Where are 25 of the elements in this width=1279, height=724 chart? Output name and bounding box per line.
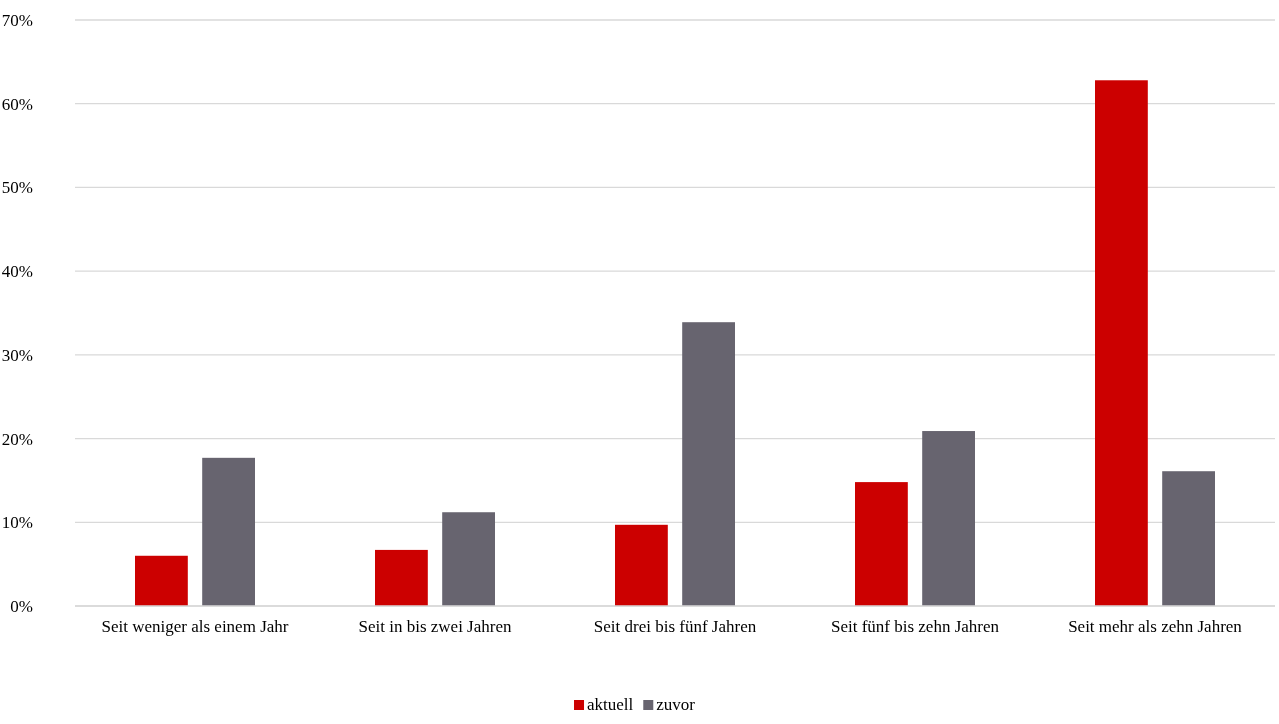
x-tick-label: Seit weniger als einem Jahr	[101, 617, 289, 636]
bar	[922, 431, 975, 606]
x-tick-label: Seit drei bis fünf Jahren	[593, 617, 757, 636]
y-tick-label: 0%	[10, 596, 33, 616]
bar	[1162, 471, 1215, 606]
bar	[135, 555, 188, 606]
bar	[442, 512, 495, 606]
y-tick-label: 60%	[1, 94, 33, 114]
y-tick-label: 50%	[1, 178, 33, 198]
x-tick-label: Seit fünf bis zehn Jahren	[830, 617, 1000, 636]
legend-label: zuvor	[656, 695, 696, 714]
y-tick-label: 20%	[1, 429, 33, 449]
y-tick-label: 40%	[1, 262, 33, 282]
bar	[202, 457, 255, 606]
bar	[615, 524, 668, 606]
bar	[375, 549, 428, 606]
legend-label: aktuell	[587, 695, 634, 714]
y-tick-label: 30%	[1, 345, 33, 365]
bar	[855, 482, 908, 606]
bar	[682, 322, 735, 606]
bar	[1095, 80, 1148, 606]
x-tick-label: Seit in bis zwei Jahren	[358, 617, 512, 636]
y-tick-label: 10%	[1, 513, 33, 533]
x-tick-label: Seit mehr als zehn Jahren	[1068, 617, 1243, 636]
y-tick-label: 70%	[1, 10, 33, 30]
